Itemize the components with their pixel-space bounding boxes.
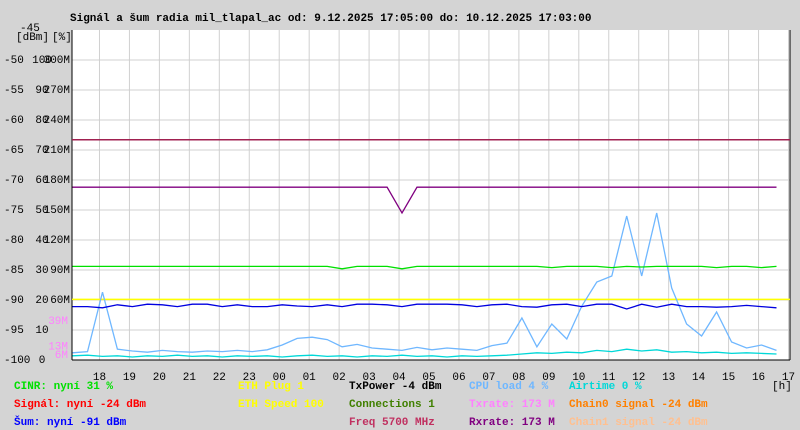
y-rate-label: 270M (44, 85, 70, 97)
y-tick-label: -80 (4, 235, 24, 247)
x-tick-label: 11 (602, 372, 616, 384)
y-percent-label: 90 (35, 85, 48, 97)
y-tick-label: -85 (4, 265, 24, 277)
legend-entry: Freq 5700 MHz (349, 417, 435, 429)
y-tick-label: -55 (4, 85, 24, 97)
legend-entry: CINR: nyní 31 % (14, 381, 113, 393)
legend-entry: ETH Speed 100 (238, 399, 324, 411)
y-percent-label: 80 (35, 115, 48, 127)
y-rate-label: 90M (50, 265, 70, 277)
series-line (72, 212, 777, 354)
y-tick-label: -75 (4, 205, 24, 217)
x-tick-label: 05 (422, 372, 435, 384)
x-tick-label: 21 (183, 372, 197, 384)
plot-area (72, 30, 790, 360)
x-tick-label: 17 (782, 372, 795, 384)
y-tick-label: -45 (20, 23, 40, 35)
series-line (72, 186, 777, 215)
x-tick-label: 10 (572, 372, 585, 384)
legend-entry: Airtime 0 % (569, 381, 642, 393)
x-tick-label: 16 (752, 372, 765, 384)
y-percent-label: 40 (35, 235, 48, 247)
y-unit-label: [%] (52, 32, 72, 44)
y-tick-label: -60 (4, 115, 24, 127)
legend-entry: Rxrate: 173 M (469, 417, 555, 429)
x-tick-label: 07 (482, 372, 495, 384)
series-line (72, 303, 777, 310)
x-tick-label: 08 (512, 372, 525, 384)
chart-title: Signál a šum radia mil_tlapal_ac od: 9.1… (70, 13, 592, 25)
x-tick-label: 12 (632, 372, 645, 384)
y-rate-label: 210M (44, 145, 70, 157)
x-tick-label: 09 (542, 372, 555, 384)
y-percent-label: 50 (35, 205, 48, 217)
x-tick-label: 02 (333, 372, 346, 384)
y-percent-label: 0 (39, 355, 46, 367)
y-tick-label: -95 (4, 325, 24, 337)
x-tick-label: 18 (93, 372, 106, 384)
legend-entry: Signál: nyní -24 dBm (14, 399, 146, 411)
rate-marker: 13M (48, 342, 68, 354)
y-percent-label: 70 (35, 145, 48, 157)
x-unit-label: [h] (772, 381, 792, 393)
y-percent-label: 100 (32, 55, 52, 67)
y-rate-label: 120M (44, 235, 70, 247)
legend-entry: Šum: nyní -91 dBm (14, 415, 127, 429)
x-tick-label: 15 (722, 372, 735, 384)
y-percent-label: 20 (35, 295, 48, 307)
x-tick-label: 14 (692, 372, 706, 384)
y-tick-label: -65 (4, 145, 24, 157)
legend-entry: Chain1 signal -24 dBm (569, 417, 708, 429)
series-line (72, 265, 777, 270)
x-tick-label: 19 (123, 372, 136, 384)
x-tick-label: 20 (153, 372, 166, 384)
y-tick-label: -100 (4, 355, 30, 367)
x-tick-label: 23 (243, 372, 256, 384)
x-tick-label: 06 (452, 372, 465, 384)
x-tick-label: 03 (362, 372, 375, 384)
legend-entry: CPU load 4 % (469, 381, 549, 393)
series-line (72, 348, 777, 358)
y-percent-label: 10 (35, 325, 48, 337)
y-rate-label: 180M (44, 175, 70, 187)
legend-entry: ETH Plug 1 (238, 381, 304, 393)
y-rate-label: 150M (44, 205, 70, 217)
rate-marker: 39M (48, 316, 68, 328)
y-tick-label: -50 (4, 55, 24, 67)
rate-marker: 6M (55, 350, 68, 362)
x-tick-label: 00 (273, 372, 286, 384)
x-tick-label: 13 (662, 372, 675, 384)
y-tick-label: -70 (4, 175, 24, 187)
y-rate-label: 60M (50, 295, 70, 307)
y-rate-label: 300M (44, 55, 70, 67)
legend-entry: Chain0 signal -24 dBm (569, 399, 708, 411)
y-rate-label: 240M (44, 115, 70, 127)
legend-entry: Connections 1 (349, 399, 435, 411)
y-percent-label: 60 (35, 175, 48, 187)
y-unit-label: [dBm] (16, 32, 49, 44)
legend-entry: TxPower -4 dBm (349, 381, 442, 393)
y-tick-label: -90 (4, 295, 24, 307)
legend-entry: Txrate: 173 M (469, 399, 555, 411)
x-tick-label: 01 (303, 372, 317, 384)
x-tick-label: 04 (392, 372, 406, 384)
y-percent-label: 30 (35, 265, 48, 277)
x-tick-label: 22 (213, 372, 226, 384)
